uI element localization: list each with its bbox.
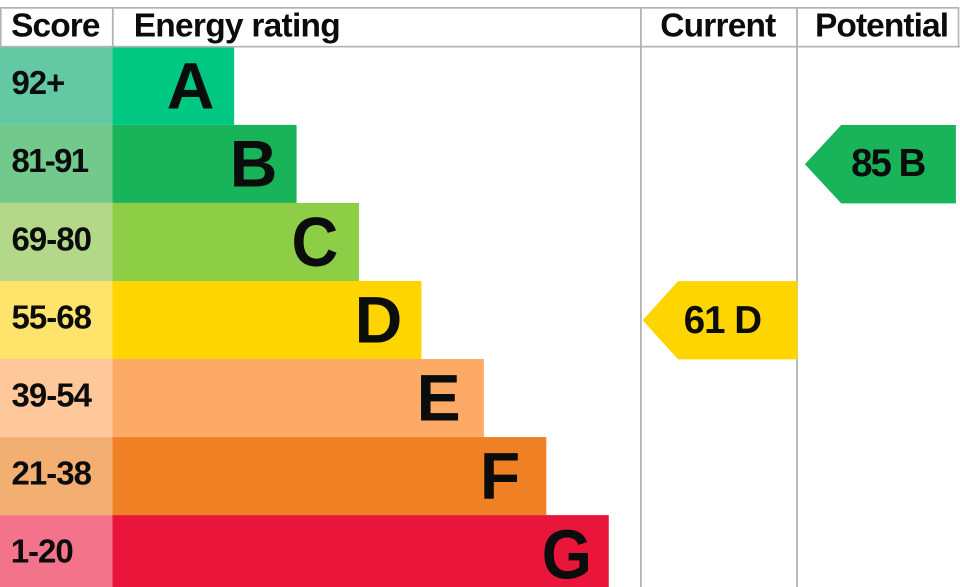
- svg-text:Score: Score: [11, 7, 100, 44]
- svg-text:Current: Current: [660, 7, 776, 44]
- svg-text:D: D: [355, 282, 403, 356]
- svg-text:E: E: [417, 361, 461, 435]
- svg-text:55-68: 55-68: [12, 298, 93, 335]
- svg-text:85 B: 85 B: [851, 142, 926, 185]
- svg-text:81-91: 81-91: [12, 142, 90, 179]
- svg-text:61 D: 61 D: [684, 299, 762, 342]
- svg-text:1-20: 1-20: [11, 533, 74, 570]
- svg-text:92+: 92+: [12, 64, 66, 101]
- svg-text:G: G: [542, 516, 592, 587]
- svg-text:C: C: [292, 203, 339, 281]
- svg-text:F: F: [480, 439, 520, 513]
- svg-text:69-80: 69-80: [12, 220, 93, 257]
- svg-text:A: A: [167, 48, 215, 122]
- svg-text:21-38: 21-38: [12, 454, 93, 491]
- svg-text:39-54: 39-54: [12, 376, 93, 413]
- svg-text:Energy rating: Energy rating: [134, 7, 341, 44]
- svg-text:B: B: [230, 126, 278, 200]
- svg-text:Potential: Potential: [815, 7, 949, 44]
